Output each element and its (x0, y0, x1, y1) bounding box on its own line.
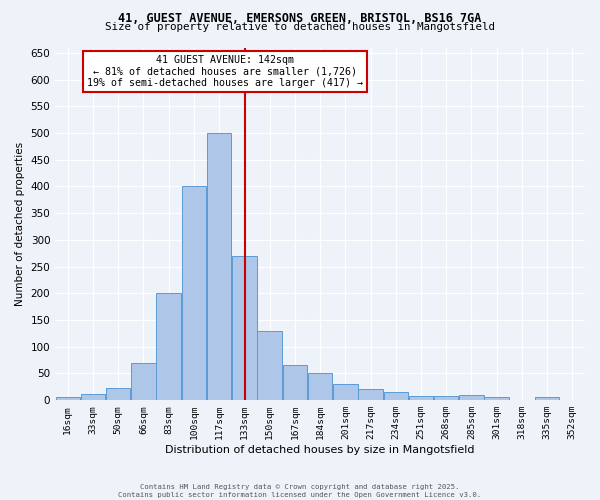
Bar (409, 396, 433, 400)
Bar (459, 394, 484, 400)
Bar (535, 398, 559, 400)
Bar (383, 392, 408, 400)
Bar (106, 388, 130, 400)
X-axis label: Distribution of detached houses by size in Mangotsfield: Distribution of detached houses by size … (166, 445, 475, 455)
Bar (257, 330, 282, 400)
Text: Contains HM Land Registry data © Crown copyright and database right 2025.
Contai: Contains HM Land Registry data © Crown c… (118, 484, 482, 498)
Bar (333, 384, 358, 400)
Bar (434, 396, 458, 400)
Bar (157, 293, 181, 400)
Text: 41 GUEST AVENUE: 142sqm
← 81% of detached houses are smaller (1,726)
19% of semi: 41 GUEST AVENUE: 142sqm ← 81% of detache… (87, 54, 363, 88)
Y-axis label: Number of detached properties: Number of detached properties (15, 142, 25, 306)
Bar (283, 366, 307, 400)
Bar (131, 362, 156, 400)
Bar (207, 133, 232, 400)
Bar (182, 186, 206, 400)
Bar (81, 394, 105, 400)
Text: Size of property relative to detached houses in Mangotsfield: Size of property relative to detached ho… (105, 22, 495, 32)
Bar (232, 256, 257, 400)
Bar (358, 390, 383, 400)
Bar (484, 398, 509, 400)
Bar (308, 374, 332, 400)
Bar (56, 398, 80, 400)
Text: 41, GUEST AVENUE, EMERSONS GREEN, BRISTOL, BS16 7GA: 41, GUEST AVENUE, EMERSONS GREEN, BRISTO… (118, 12, 482, 26)
